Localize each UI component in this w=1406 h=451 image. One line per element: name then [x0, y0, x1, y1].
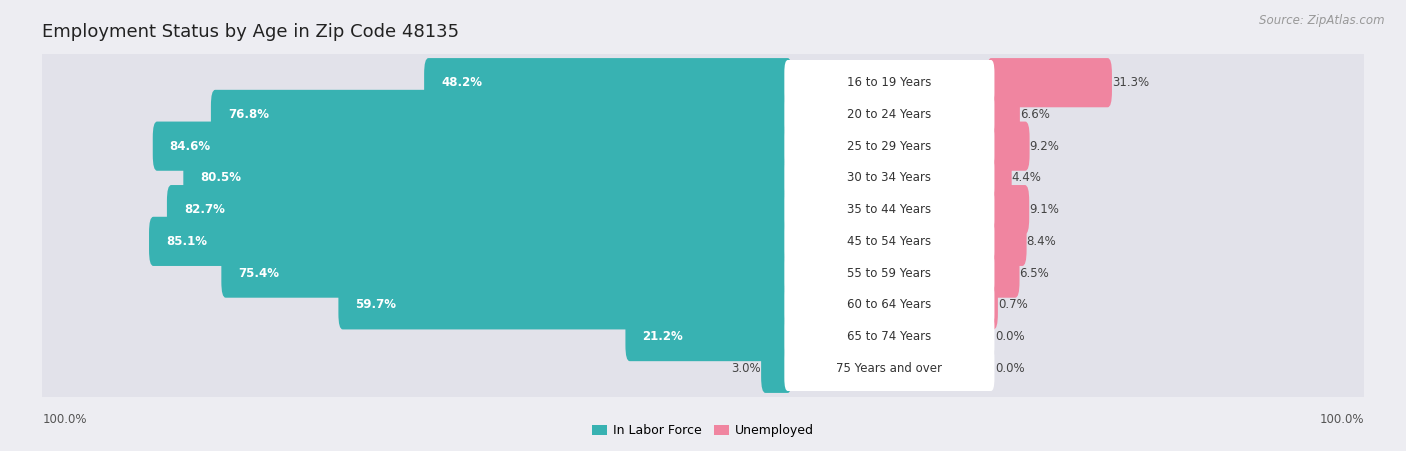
FancyBboxPatch shape: [211, 90, 792, 139]
Text: Employment Status by Age in Zip Code 48135: Employment Status by Age in Zip Code 481…: [42, 23, 460, 41]
FancyBboxPatch shape: [39, 139, 1367, 217]
FancyBboxPatch shape: [987, 217, 1026, 266]
FancyBboxPatch shape: [39, 44, 1367, 122]
FancyBboxPatch shape: [221, 249, 792, 298]
FancyBboxPatch shape: [626, 312, 792, 361]
Text: 8.4%: 8.4%: [1026, 235, 1056, 248]
FancyBboxPatch shape: [149, 217, 792, 266]
FancyBboxPatch shape: [987, 280, 998, 329]
FancyBboxPatch shape: [39, 171, 1367, 249]
Text: 0.7%: 0.7%: [998, 299, 1028, 311]
FancyBboxPatch shape: [425, 58, 792, 107]
FancyBboxPatch shape: [339, 280, 792, 329]
Text: 45 to 54 Years: 45 to 54 Years: [848, 235, 931, 248]
FancyBboxPatch shape: [785, 124, 994, 169]
Text: 6.5%: 6.5%: [1019, 267, 1049, 280]
Text: 25 to 29 Years: 25 to 29 Years: [848, 140, 932, 152]
FancyBboxPatch shape: [39, 234, 1367, 312]
FancyBboxPatch shape: [785, 187, 994, 232]
Text: 31.3%: 31.3%: [1112, 76, 1149, 89]
FancyBboxPatch shape: [987, 122, 1029, 171]
Text: Source: ZipAtlas.com: Source: ZipAtlas.com: [1260, 14, 1385, 27]
FancyBboxPatch shape: [987, 249, 1019, 298]
FancyBboxPatch shape: [39, 76, 1367, 153]
FancyBboxPatch shape: [39, 107, 1367, 185]
Text: 75 Years and over: 75 Years and over: [837, 362, 942, 375]
FancyBboxPatch shape: [785, 92, 994, 137]
Legend: In Labor Force, Unemployed: In Labor Force, Unemployed: [586, 419, 820, 442]
Text: 20 to 24 Years: 20 to 24 Years: [848, 108, 932, 121]
FancyBboxPatch shape: [987, 58, 1112, 107]
FancyBboxPatch shape: [785, 282, 994, 327]
Text: 4.4%: 4.4%: [1012, 171, 1042, 184]
Text: 59.7%: 59.7%: [356, 299, 396, 311]
Text: 6.6%: 6.6%: [1019, 108, 1050, 121]
Text: 82.7%: 82.7%: [184, 203, 225, 216]
FancyBboxPatch shape: [785, 250, 994, 296]
Text: 100.0%: 100.0%: [42, 413, 87, 426]
FancyBboxPatch shape: [785, 345, 994, 391]
FancyBboxPatch shape: [785, 219, 994, 264]
FancyBboxPatch shape: [785, 314, 994, 359]
Text: 85.1%: 85.1%: [166, 235, 207, 248]
Text: 35 to 44 Years: 35 to 44 Years: [848, 203, 931, 216]
FancyBboxPatch shape: [987, 185, 1029, 234]
Text: 65 to 74 Years: 65 to 74 Years: [848, 330, 932, 343]
FancyBboxPatch shape: [39, 298, 1367, 375]
FancyBboxPatch shape: [39, 202, 1367, 280]
Text: 3.0%: 3.0%: [731, 362, 761, 375]
FancyBboxPatch shape: [167, 185, 792, 234]
Text: 16 to 19 Years: 16 to 19 Years: [848, 76, 932, 89]
FancyBboxPatch shape: [761, 344, 792, 393]
FancyBboxPatch shape: [785, 155, 994, 201]
Text: 55 to 59 Years: 55 to 59 Years: [848, 267, 931, 280]
FancyBboxPatch shape: [785, 60, 994, 106]
FancyBboxPatch shape: [39, 329, 1367, 407]
FancyBboxPatch shape: [987, 90, 1019, 139]
FancyBboxPatch shape: [153, 122, 792, 171]
Text: 75.4%: 75.4%: [238, 267, 280, 280]
FancyBboxPatch shape: [987, 153, 1012, 202]
Text: 21.2%: 21.2%: [643, 330, 683, 343]
Text: 80.5%: 80.5%: [200, 171, 242, 184]
Text: 30 to 34 Years: 30 to 34 Years: [848, 171, 931, 184]
FancyBboxPatch shape: [39, 266, 1367, 344]
Text: 9.2%: 9.2%: [1029, 140, 1060, 152]
Text: 0.0%: 0.0%: [995, 362, 1025, 375]
FancyBboxPatch shape: [183, 153, 792, 202]
Text: 100.0%: 100.0%: [1319, 413, 1364, 426]
Text: 84.6%: 84.6%: [170, 140, 211, 152]
Text: 9.1%: 9.1%: [1029, 203, 1059, 216]
Text: 0.0%: 0.0%: [995, 330, 1025, 343]
Text: 48.2%: 48.2%: [441, 76, 482, 89]
Text: 76.8%: 76.8%: [228, 108, 269, 121]
Text: 60 to 64 Years: 60 to 64 Years: [848, 299, 932, 311]
